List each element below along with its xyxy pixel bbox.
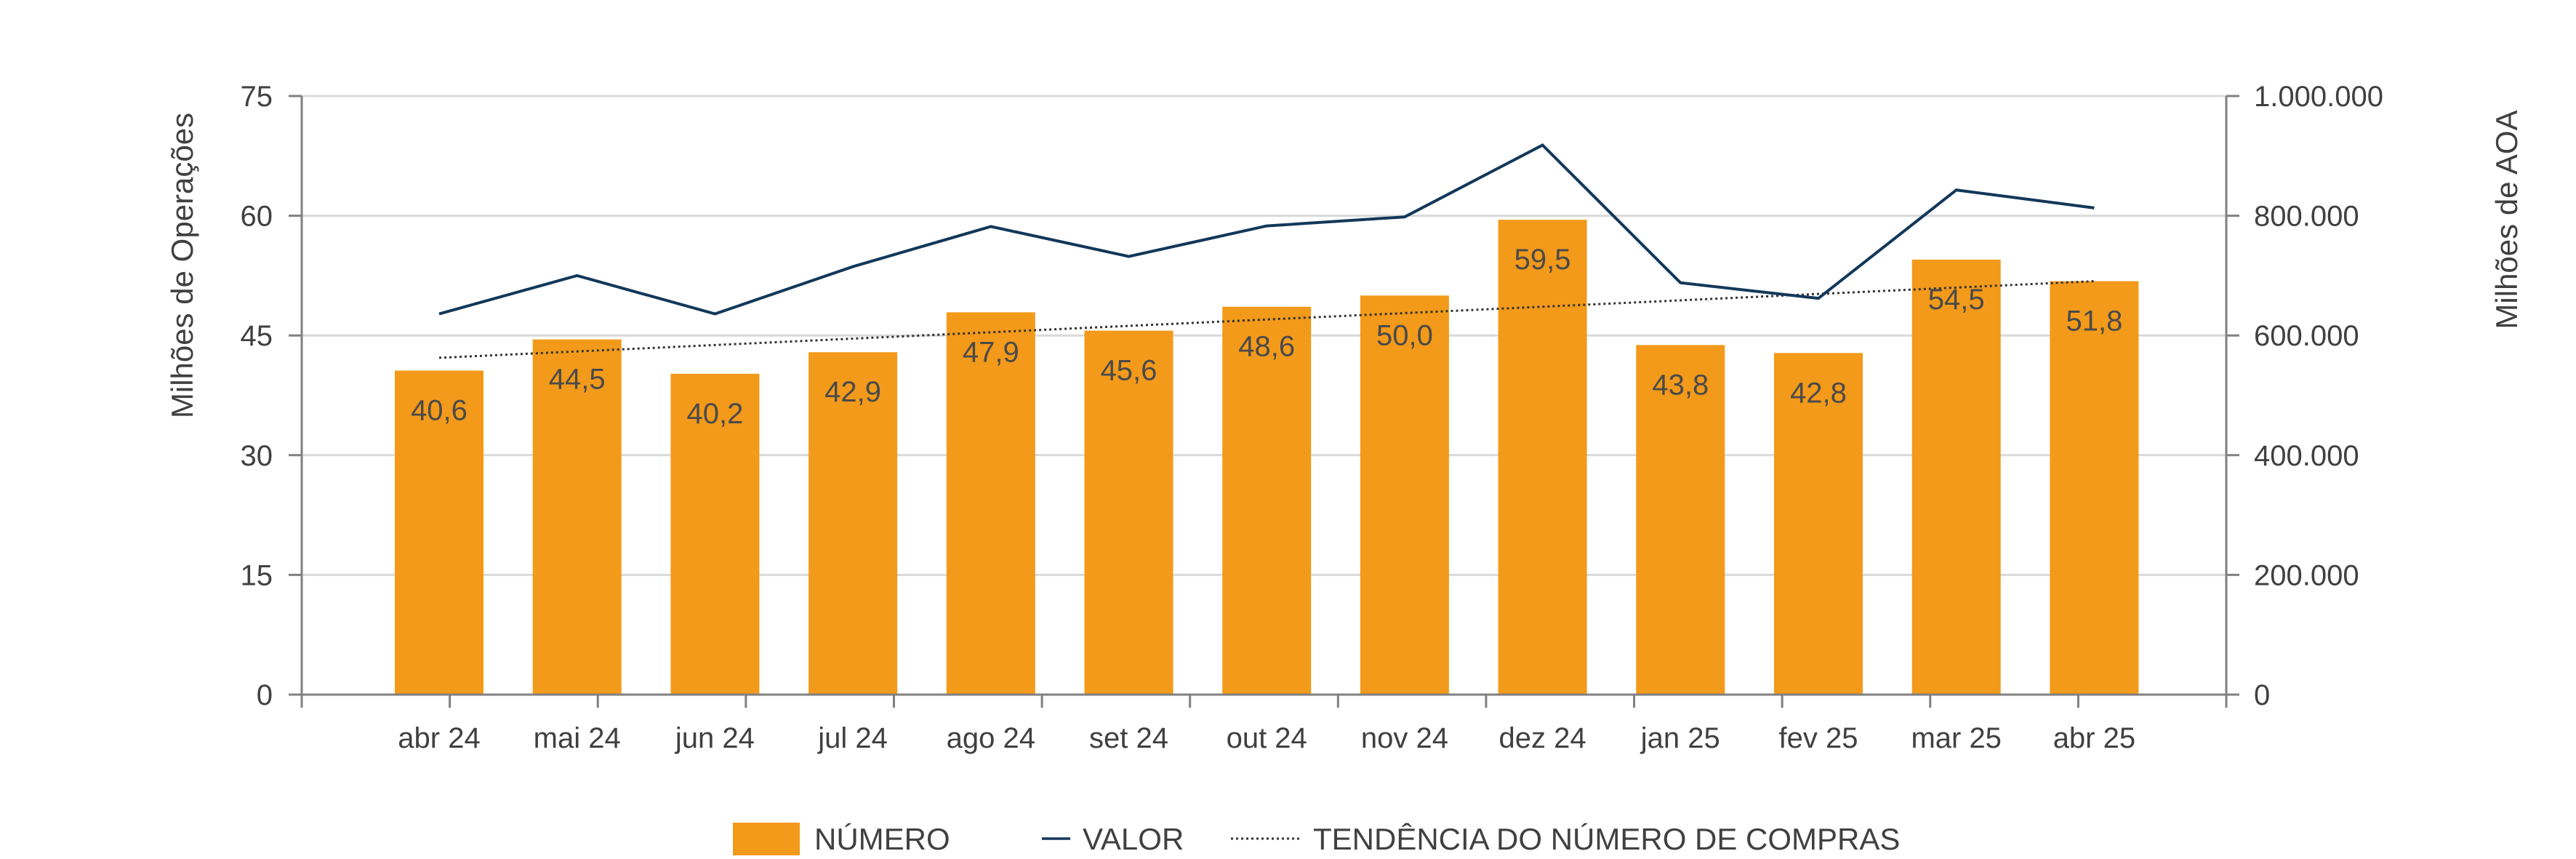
bar bbox=[1222, 306, 1312, 695]
x-tick-label: fev 25 bbox=[1779, 722, 1858, 754]
trend-line-group bbox=[438, 280, 2095, 359]
bar bbox=[532, 339, 622, 695]
x-tick-label: jun 24 bbox=[675, 722, 755, 754]
left-tick-label: 30 bbox=[241, 440, 273, 472]
right-axis-title: Milhões de AOA bbox=[2489, 110, 2524, 329]
left-tick-label: 45 bbox=[241, 320, 273, 352]
axes bbox=[300, 96, 2228, 696]
bar-data-label: 48,6 bbox=[1238, 331, 1295, 363]
legend-label-tendencia: TENDÊNCIA DO NÚMERO DE COMPRAS bbox=[1313, 822, 1900, 856]
right-tick-label: 200.000 bbox=[2254, 559, 2359, 591]
bar bbox=[1911, 259, 2001, 695]
bar-labels: 40,6 44,5 40,2 42,9 47,9 45,6 48,6 50,0 59,5 43,8… bbox=[411, 244, 2122, 430]
bar bbox=[395, 370, 483, 695]
x-tick-label: mar 25 bbox=[1911, 722, 2002, 754]
bar-data-label: 44,5 bbox=[549, 364, 606, 396]
bar-data-label: 40,2 bbox=[686, 398, 743, 430]
bar bbox=[670, 373, 760, 695]
x-tick-label: jul 24 bbox=[817, 722, 888, 754]
x-axis-ticks: abr 24 mai 24 jun 24 jul 24 ago 24 set 24 out … bbox=[300, 695, 2228, 754]
x-tick-label: out 24 bbox=[1227, 722, 1307, 754]
bar-data-label: 51,8 bbox=[2066, 305, 2122, 337]
left-tick-label: 75 bbox=[241, 81, 273, 113]
right-tick-label: 400.000 bbox=[2254, 440, 2359, 472]
x-tick-label: ago 24 bbox=[947, 722, 1035, 754]
left-axis-ticks: 0 15 30 45 60 75 bbox=[241, 81, 302, 711]
bar bbox=[1636, 345, 1725, 695]
bar bbox=[1774, 353, 1863, 695]
x-tick-label: abr 25 bbox=[2053, 722, 2135, 754]
x-tick-label: set 24 bbox=[1089, 722, 1168, 754]
bar bbox=[1084, 330, 1173, 695]
value-line-group bbox=[438, 143, 2095, 316]
x-tick-label: jan 25 bbox=[1640, 722, 1720, 754]
bar bbox=[946, 312, 1035, 695]
x-tick-label: abr 24 bbox=[398, 722, 480, 754]
x-tick-label: dez 24 bbox=[1499, 722, 1586, 754]
bar-data-label: 42,8 bbox=[1790, 377, 1847, 409]
right-axis-ticks: 0 200.000 400.000 600.000 800.000 1.000.000 bbox=[2226, 81, 2383, 711]
legend-label-valor: VALOR bbox=[1083, 822, 1184, 856]
x-tick-label: nov 24 bbox=[1361, 722, 1448, 754]
bar bbox=[1498, 220, 1587, 695]
left-tick-label: 15 bbox=[241, 559, 273, 591]
bar-data-label: 43,8 bbox=[1652, 369, 1709, 401]
right-tick-label: 800.000 bbox=[2254, 201, 2359, 233]
bar-data-label: 47,9 bbox=[963, 336, 1019, 368]
bars bbox=[395, 220, 2139, 695]
right-tick-label: 0 bbox=[2254, 679, 2270, 711]
bar-data-label: 50,0 bbox=[1376, 319, 1433, 351]
legend: NÚMERO VALOR TENDÊNCIA DO NÚMERO DE COMP… bbox=[733, 822, 1900, 856]
bar-data-label: 45,6 bbox=[1101, 355, 1157, 387]
right-tick-label: 600.000 bbox=[2254, 320, 2359, 352]
bar-data-label: 40,6 bbox=[411, 394, 468, 426]
value-line bbox=[438, 143, 2095, 316]
trend-line bbox=[438, 280, 2095, 359]
bar-data-label: 54,5 bbox=[1928, 284, 1985, 316]
left-tick-label: 60 bbox=[241, 201, 273, 233]
left-axis-title: Milhões de Operações bbox=[165, 113, 199, 418]
x-tick-label: mai 24 bbox=[534, 722, 621, 754]
bar bbox=[1360, 295, 1449, 695]
left-tick-label: 0 bbox=[257, 679, 273, 711]
legend-label-numero: NÚMERO bbox=[814, 822, 950, 856]
bar-data-label: 59,5 bbox=[1514, 244, 1571, 276]
legend-swatch-numero bbox=[733, 823, 800, 855]
bar-data-label: 42,9 bbox=[824, 376, 881, 408]
bar bbox=[2050, 281, 2139, 695]
right-tick-label: 1.000.000 bbox=[2254, 81, 2383, 113]
bar bbox=[808, 352, 898, 695]
